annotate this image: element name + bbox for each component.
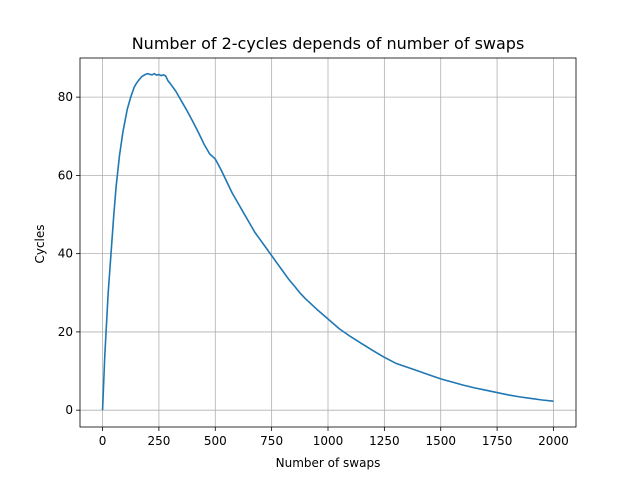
series-line-0 bbox=[101, 72, 554, 411]
x-tick-label: 500 bbox=[204, 434, 227, 448]
grid-layer bbox=[80, 58, 576, 427]
y-tick-label: 0 bbox=[65, 403, 73, 417]
x-tick-label: 250 bbox=[147, 434, 170, 448]
tick-layer: 0 250 500 750 1000 1250 1500 1750 2000 0 20 40 60 80 bbox=[58, 90, 569, 448]
x-tick-label: 750 bbox=[260, 434, 283, 448]
y-tick-label: 80 bbox=[58, 90, 73, 104]
x-tick-label: 1500 bbox=[425, 434, 456, 448]
series-layer bbox=[101, 72, 554, 411]
y-tick-label: 20 bbox=[58, 325, 73, 339]
y-axis-label: Cycles bbox=[33, 224, 47, 263]
x-tick-label: 0 bbox=[99, 434, 107, 448]
x-axis-label: Number of swaps bbox=[276, 456, 381, 470]
y-tick-label: 40 bbox=[58, 247, 73, 261]
x-tick-label: 1250 bbox=[369, 434, 400, 448]
y-tick-label: 60 bbox=[58, 168, 73, 182]
chart-title: Number of 2-cycles depends of number of … bbox=[132, 34, 525, 53]
x-tick-label: 1750 bbox=[482, 434, 513, 448]
x-tick-label: 1000 bbox=[313, 434, 344, 448]
x-tick-label: 2000 bbox=[538, 434, 569, 448]
